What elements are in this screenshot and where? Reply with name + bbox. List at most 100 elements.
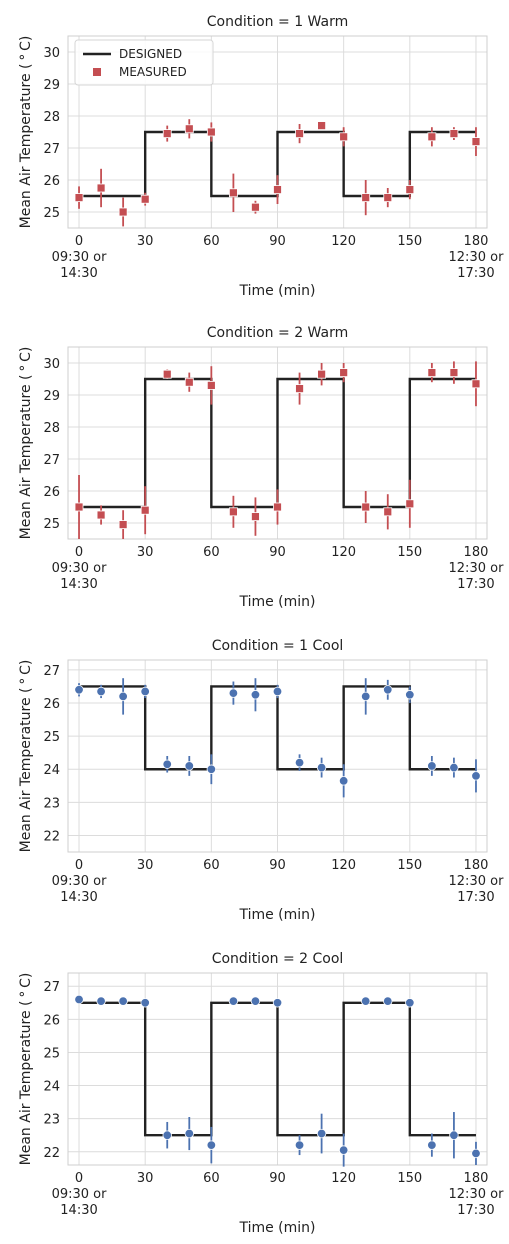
measured-point — [405, 998, 415, 1008]
x-tick-label: 0 09:30 or 14:30 — [52, 1171, 108, 1218]
x-tick-label: 150 — [397, 545, 422, 560]
chart-title: Condition = 2 Warm — [207, 325, 348, 341]
y-tick-label: 29 — [43, 389, 60, 404]
measured-point — [273, 185, 282, 195]
x-tick-label: 60 — [203, 545, 220, 560]
y-tick-label: 23 — [43, 1113, 60, 1128]
y-axis-label: Mean Air Temperature ( ° C) — [18, 660, 34, 853]
measured-point — [294, 757, 305, 768]
measured-point — [471, 379, 481, 389]
chart-panel-4: Condition = 2 Cool 22 23 24 25 26 27 0 09:30 or 1… — [18, 951, 504, 1236]
measured-point — [449, 129, 459, 139]
plot-frame — [67, 972, 488, 1166]
measured-point — [184, 1128, 194, 1139]
y-tick-label: 30 — [43, 46, 60, 61]
x-tick-label: 180 12:30 or 17:30 — [449, 858, 505, 905]
x-tick-label: 120 — [331, 1171, 356, 1186]
y-tick-label: 26 — [43, 174, 60, 189]
y-tick-label: 25 — [43, 1046, 60, 1061]
measured-point — [449, 368, 459, 378]
x-tick-label: 150 — [397, 234, 422, 249]
chart-panel-3: Condition = 1 Cool 22 23 24 25 26 27 0 09:30 or 1… — [18, 638, 504, 923]
measured-point — [427, 761, 437, 771]
measured-point — [96, 510, 106, 520]
x-tick-label: 30 — [137, 1171, 154, 1186]
x-tick-label: 0 09:30 or 14:30 — [52, 545, 108, 592]
legend-label: MEASURED — [119, 65, 187, 79]
designed-line — [79, 377, 476, 509]
measured-point — [405, 690, 415, 700]
measured-point — [96, 183, 106, 193]
measured-point — [273, 502, 282, 512]
measured-point — [339, 132, 349, 142]
chart-title: Condition = 1 Cool — [212, 638, 344, 654]
y-tick-label: 24 — [43, 1080, 60, 1095]
measured-point — [427, 1140, 437, 1150]
x-tick-label: 90 — [269, 858, 286, 873]
measured-point — [162, 369, 172, 379]
x-tick-label: 150 — [397, 858, 422, 873]
measured-point — [427, 368, 437, 378]
x-tick-label: 180 12:30 or 17:30 — [449, 545, 505, 592]
legend-label: DESIGNED — [119, 47, 182, 61]
measured-point — [96, 686, 106, 697]
measured-point — [251, 202, 260, 212]
measured-point — [74, 994, 84, 1005]
measured-point — [162, 129, 172, 139]
y-tick-label: 29 — [43, 78, 60, 93]
plot-frame — [67, 659, 488, 853]
designed-line — [79, 685, 476, 771]
measured-point — [118, 207, 128, 217]
measured-point — [140, 998, 150, 1008]
y-tick-label: 27 — [43, 664, 60, 679]
x-tick-label: 180 12:30 or 17:30 — [449, 1171, 505, 1218]
measured-point — [295, 129, 304, 139]
measured-point — [383, 507, 393, 517]
measured-point — [184, 377, 194, 387]
measured-point — [338, 1145, 349, 1155]
y-tick-label: 27 — [43, 980, 60, 995]
x-axis-label: Time (min) — [238, 1220, 315, 1236]
measured-point — [449, 762, 459, 773]
measured-point — [140, 194, 150, 204]
measured-point — [184, 124, 194, 134]
y-tick-label: 27 — [43, 453, 60, 468]
y-tick-label: 27 — [43, 142, 60, 157]
measured-point — [361, 996, 371, 1006]
x-tick-label: 60 — [203, 1171, 220, 1186]
measured-point — [206, 764, 217, 774]
measured-point — [250, 996, 261, 1006]
measured-point — [471, 1148, 481, 1159]
y-tick-label: 24 — [43, 763, 60, 778]
y-tick-label: 22 — [43, 829, 60, 844]
measured-point — [74, 193, 84, 203]
x-tick-label: 60 — [203, 234, 220, 249]
measured-point — [140, 686, 150, 697]
measured-point — [383, 996, 393, 1006]
measured-point — [228, 688, 239, 698]
measured-point — [449, 1130, 459, 1140]
y-tick-label: 25 — [43, 517, 60, 532]
x-tick-label: 0 09:30 or 14:30 — [52, 234, 108, 281]
measured-point — [74, 685, 84, 695]
measured-point — [294, 1140, 305, 1150]
measured-point — [162, 1130, 172, 1140]
x-tick-label: 120 — [331, 545, 356, 560]
measured-point — [316, 1128, 327, 1139]
y-axis-label: Mean Air Temperature ( ° C) — [18, 973, 34, 1166]
chart-title: Condition = 1 Warm — [207, 14, 348, 30]
x-axis-label: Time (min) — [238, 907, 315, 923]
legend-marker-swatch — [93, 68, 101, 76]
measured-point — [162, 759, 172, 769]
x-tick-label: 30 — [137, 234, 154, 249]
y-axis-label: Mean Air Temperature ( ° C) — [18, 347, 34, 540]
measured-point — [317, 121, 327, 130]
measured-point — [228, 507, 238, 517]
legend: DESIGNED MEASURED — [74, 39, 214, 86]
y-tick-label: 26 — [43, 1013, 60, 1028]
measured-point — [206, 1140, 217, 1150]
x-tick-label: 90 — [269, 1171, 286, 1186]
y-tick-label: 25 — [43, 206, 60, 221]
measured-point — [140, 505, 150, 515]
